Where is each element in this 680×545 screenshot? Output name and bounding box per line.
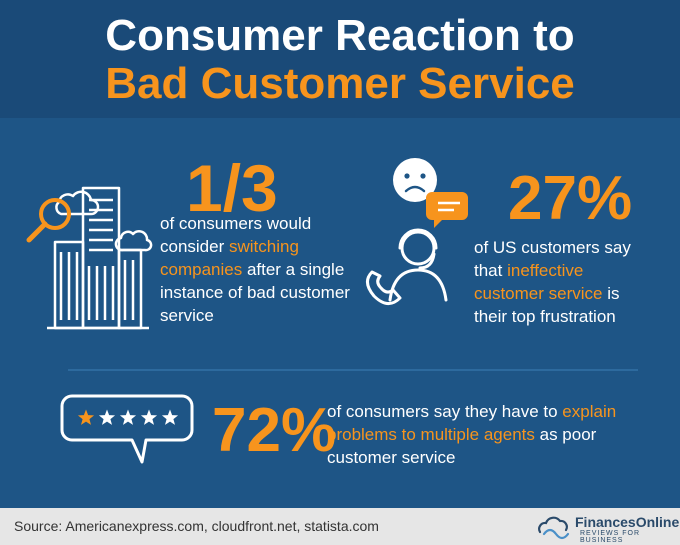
divider xyxy=(68,369,638,371)
header: Consumer Reaction to Bad Customer Servic… xyxy=(0,0,680,118)
stat-3-text-after: as poor customer service xyxy=(327,425,597,467)
stat-3-value: 72% xyxy=(212,396,337,465)
stat-2-value: 27% xyxy=(508,164,633,233)
stat-2-text: of US customers say that ineffective cus… xyxy=(474,236,654,328)
star-empty-icon xyxy=(98,409,116,425)
stat-2-text-before: of US customers say that xyxy=(474,238,631,280)
star-filled-icon xyxy=(77,409,95,425)
title-line-1: Consumer Reaction to xyxy=(105,11,575,60)
star-empty-icon xyxy=(140,409,158,425)
star-empty-icon xyxy=(161,409,179,425)
stat-3-text: of consumers say they have to explain pr… xyxy=(327,400,617,469)
star-rating-bubble-icon xyxy=(60,394,194,464)
sad-face-headset-phone-icon xyxy=(366,158,468,305)
stat-3-text-before: of consumers say they have to xyxy=(327,402,563,421)
star-empty-icon xyxy=(119,409,137,425)
buildings-magnifier-icon xyxy=(26,186,153,330)
stat-2-text-after: is their top frustration xyxy=(474,284,620,326)
title-line-2: Bad Customer Service xyxy=(105,59,575,108)
stat-1-value: 1/3 xyxy=(186,151,278,225)
source-text: Source: Americanexpress.com, cloudfront.… xyxy=(14,518,379,534)
stat-2-highlight: ineffective customer service xyxy=(474,261,603,303)
brand-tagline: REVIEWS FOR BUSINESS xyxy=(580,530,641,544)
stat-1-highlight: switching companies xyxy=(160,237,299,279)
stat-1-text: of consumers would consider switching co… xyxy=(160,212,360,327)
footer: Source: Americanexpress.com, cloudfront.… xyxy=(0,508,680,545)
stat-1-text-after: after a single instance of bad customer … xyxy=(160,260,350,325)
brand-name: FinancesOnline xyxy=(575,514,680,530)
financesonline-logo-icon xyxy=(538,516,570,540)
stat-1-text-before: of consumers would consider xyxy=(160,214,312,256)
stat-3-highlight: explain problems to multiple agents xyxy=(327,402,617,444)
